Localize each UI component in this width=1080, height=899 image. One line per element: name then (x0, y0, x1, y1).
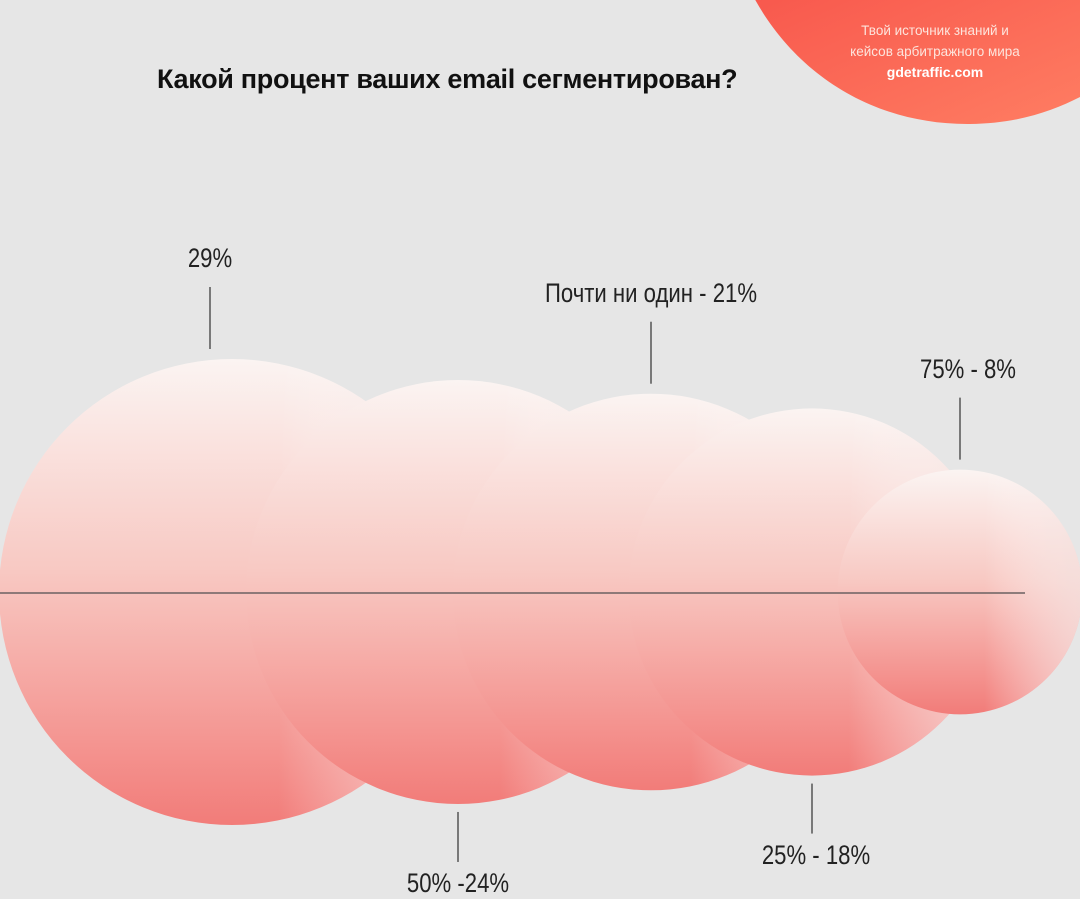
data-label-3: Почти ни один - 21% (544, 277, 758, 308)
brand-line-2: кейсов арбитражного мира (850, 44, 1020, 59)
brand-logo-blob (755, 0, 1080, 125)
brand-url: gdetraffic.com (886, 64, 984, 80)
data-label-2: 50% -24% (406, 867, 510, 898)
data-label-4: 25% - 18% (761, 839, 871, 870)
chart-title: Какой процент ваших email сегментирован? (157, 64, 738, 94)
data-label-1: 29% (187, 243, 233, 273)
brand-line-1: Твой источник знаний и (861, 23, 1009, 38)
data-label-5: 75% - 8% (920, 353, 1016, 384)
bubble-highlight-5 (837, 469, 1080, 715)
brand-text: Твой источник знаний и кейсов арбитражно… (815, 20, 1055, 83)
